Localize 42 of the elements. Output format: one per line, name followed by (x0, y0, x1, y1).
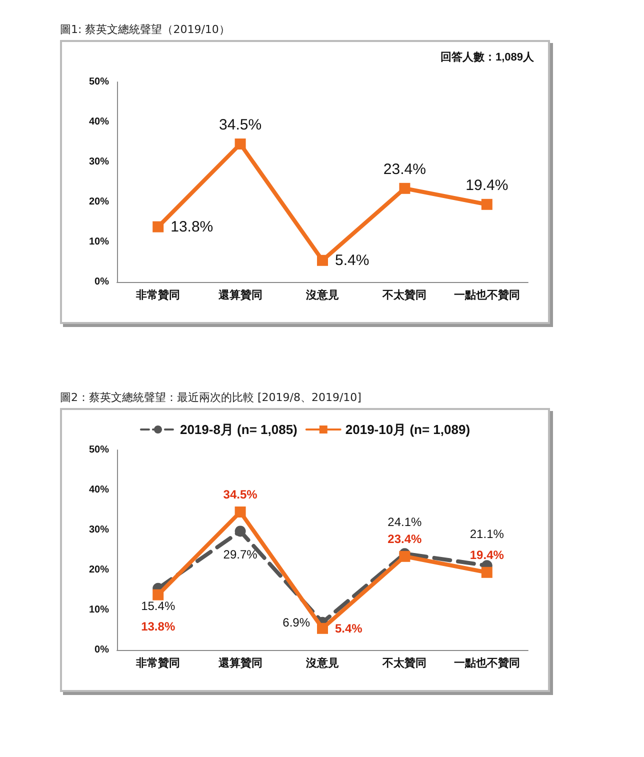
data-label: 5.4% (335, 621, 363, 636)
y-tick-label: 30% (88, 156, 110, 168)
data-label: 19.4% (470, 548, 504, 562)
legend-label: 2019-10月 (n= 1,089) (345, 422, 470, 437)
x-tick-label: 沒意見 (305, 656, 339, 670)
x-tick-label: 非常贊同 (135, 288, 180, 302)
y-tick-label: 10% (88, 236, 110, 248)
data-label: 15.4% (141, 598, 176, 613)
x-tick-label: 不太贊同 (382, 288, 427, 302)
y-tick-label: 40% (88, 116, 110, 128)
x-tick-label: 一點也不贊同 (454, 288, 520, 302)
x-tick-label: 不太贊同 (382, 656, 427, 670)
text: 回答人數：1,089人 (440, 50, 535, 64)
legend-label: 2019-8月 (n= 1,085) (180, 422, 298, 437)
x-tick-label: 還算贊同 (217, 656, 262, 670)
y-tick-label: 40% (88, 484, 110, 496)
data-label: 23.4% (383, 160, 426, 178)
data-label: 23.4% (388, 532, 422, 546)
chart-title: 圖2：蔡英文總統聲望：最近兩次的比較 [2019/8、2019/10] (60, 390, 362, 406)
data-label: 6.9% (282, 615, 310, 630)
x-tick-label: 還算贊同 (217, 288, 262, 302)
data-label: 29.7% (223, 548, 258, 562)
y-tick-label: 30% (88, 524, 110, 536)
data-label: 34.5% (219, 116, 262, 134)
x-tick-label: 沒意見 (305, 288, 339, 302)
data-label: 21.1% (470, 527, 504, 542)
y-tick-label: 0% (94, 276, 110, 288)
y-tick-label: 50% (88, 76, 110, 88)
data-label: 24.1% (388, 515, 422, 530)
y-tick-label: 20% (88, 564, 110, 576)
y-tick-label: 20% (88, 196, 110, 208)
y-tick-label: 0% (94, 644, 110, 656)
chart-title: 圖1: 蔡英文總統聲望（2019/10） (60, 22, 231, 38)
data-label: 13.8% (170, 218, 214, 236)
data-label: 13.8% (141, 619, 176, 634)
data-label: 5.4% (335, 252, 370, 269)
x-tick-label: 非常贊同 (135, 656, 180, 670)
y-tick-label: 50% (88, 444, 110, 456)
y-tick-label: 10% (88, 604, 110, 616)
x-tick-label: 一點也不贊同 (454, 656, 520, 670)
data-label: 19.4% (466, 176, 508, 194)
data-label: 34.5% (223, 488, 258, 502)
